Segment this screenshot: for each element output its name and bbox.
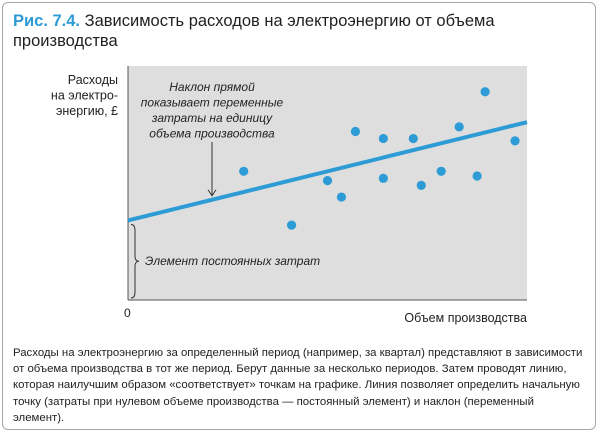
origin-label: 0 [124, 306, 131, 320]
data-point [378, 173, 388, 183]
y-axis-label-line: на электро- [51, 89, 118, 103]
slope-arrow-icon [207, 142, 217, 197]
slope-annotation-line: объема производства [149, 127, 275, 141]
data-point [239, 166, 249, 176]
data-point [378, 133, 388, 144]
slope-annotation-line: Наклон прямой [169, 80, 255, 94]
slope-annotation: Наклон прямой показывает переменныезатрат… [141, 80, 284, 141]
slope-annotation-line: показывает переменные [141, 96, 284, 110]
data-point [350, 126, 361, 137]
figure-number: Рис. 7.4. [13, 12, 81, 30]
figure-title: Рис. 7.4. Зависимость расходов на электр… [13, 11, 573, 51]
figure-title-text: Зависимость расходов на электроэнергию о… [13, 12, 495, 50]
data-point [510, 136, 520, 146]
trend-line [127, 120, 528, 223]
scatter-chart: Расходы на электро-энергию, £ 0 Объем про… [51, 66, 528, 325]
data-point [286, 220, 297, 230]
data-point [408, 133, 418, 144]
slope-annotation-line: затраты на единицу [151, 111, 273, 125]
data-point [416, 180, 426, 190]
data-point [436, 166, 446, 176]
fixed-cost-brace-icon [130, 223, 140, 299]
x-axis-label: Объем производства [404, 311, 527, 325]
y-axis-label-line: энергию, £ [56, 104, 118, 118]
data-point [322, 176, 333, 186]
data-point [454, 122, 464, 132]
data-point [336, 192, 347, 202]
y-axis-label: Расходы на электро-энергию, £ [51, 73, 118, 118]
data-point [472, 171, 482, 181]
data-point [480, 87, 490, 97]
fixed-cost-annotation: Элемент постоянных затрат [145, 254, 320, 268]
data-points [239, 87, 520, 230]
figure-caption: Расходы на электроэнергию за определенны… [13, 347, 583, 424]
y-axis-label-line: Расходы [68, 73, 118, 87]
